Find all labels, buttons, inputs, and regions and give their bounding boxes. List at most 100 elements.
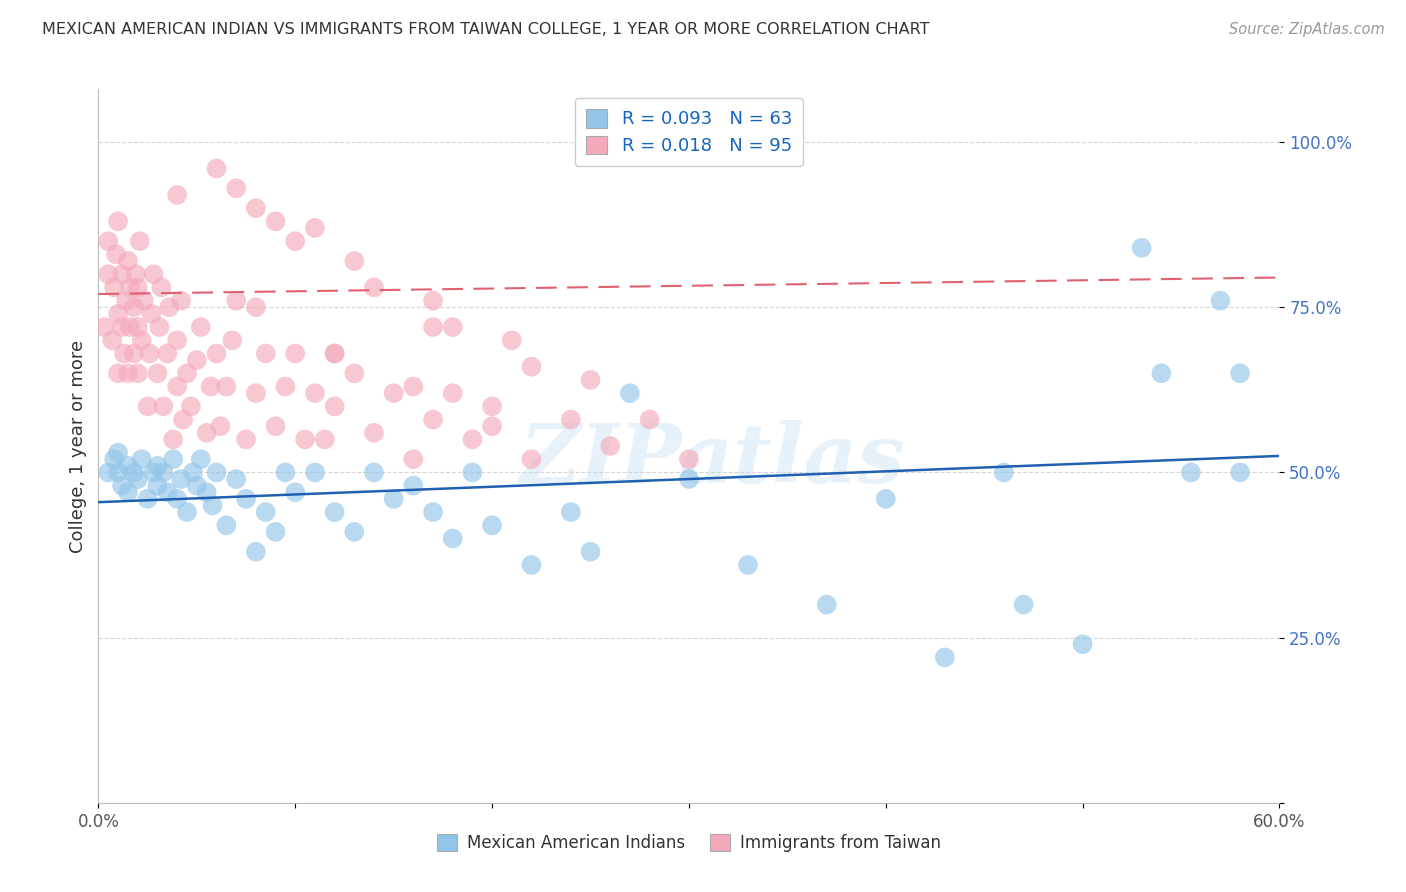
Point [323,346,346,360]
Point [107,466,129,480]
Point [162,433,184,447]
Point [934,650,956,665]
Point [170,293,193,308]
Point [138,346,160,360]
Point [314,433,336,447]
Point [117,367,139,381]
Point [112,346,135,360]
Point [136,400,159,414]
Point [993,466,1015,480]
Point [284,485,307,500]
Point [678,472,700,486]
Point [1180,466,1202,480]
Point [579,545,602,559]
Point [101,333,124,347]
Point [156,485,179,500]
Point [323,400,346,414]
Point [190,452,212,467]
Point [117,458,139,473]
Point [382,386,405,401]
Point [190,320,212,334]
Point [215,379,238,393]
Point [205,466,228,480]
Point [186,478,208,492]
Point [402,478,425,492]
Point [678,452,700,467]
Point [323,346,346,360]
Point [461,466,484,480]
Point [172,412,194,426]
Point [274,379,297,393]
Point [1150,367,1173,381]
Point [481,419,503,434]
Y-axis label: College, 1 year or more: College, 1 year or more [69,340,87,552]
Point [579,373,602,387]
Point [441,532,464,546]
Point [294,433,316,447]
Point [264,214,287,228]
Point [118,280,141,294]
Point [599,439,621,453]
Point [209,419,232,434]
Point [127,472,149,486]
Point [111,478,134,492]
Point [284,234,307,248]
Text: MEXICAN AMERICAN INDIAN VS IMMIGRANTS FROM TAIWAN COLLEGE, 1 YEAR OR MORE CORREL: MEXICAN AMERICAN INDIAN VS IMMIGRANTS FR… [42,22,929,37]
Point [107,307,129,321]
Point [122,300,145,314]
Point [215,518,238,533]
Point [221,333,243,347]
Point [245,300,267,314]
Point [343,524,366,539]
Point [264,524,287,539]
Point [176,505,198,519]
Point [461,433,484,447]
Point [166,188,188,202]
Point [815,598,838,612]
Point [127,320,149,334]
Point [127,367,149,381]
Point [560,505,582,519]
Point [195,425,218,440]
Point [254,505,277,519]
Point [481,400,503,414]
Point [111,267,134,281]
Point [176,367,198,381]
Point [142,267,165,281]
Point [200,379,222,393]
Point [304,386,326,401]
Point [422,320,444,334]
Point [162,452,184,467]
Point [107,445,129,459]
Point [205,161,228,176]
Point [225,472,247,486]
Point [304,221,326,235]
Point [125,267,148,281]
Point [93,320,115,334]
Point [166,379,188,393]
Point [235,491,257,506]
Point [117,485,139,500]
Point [97,234,120,248]
Point [284,346,307,360]
Point [225,293,247,308]
Point [180,400,202,414]
Point [245,545,267,559]
Point [103,280,125,294]
Point [170,472,193,486]
Point [111,320,134,334]
Point [201,499,224,513]
Point [115,293,138,308]
Legend: Mexican American Indians, Immigrants from Taiwan: Mexican American Indians, Immigrants fro… [430,827,948,859]
Text: Source: ZipAtlas.com: Source: ZipAtlas.com [1229,22,1385,37]
Point [520,359,543,374]
Point [1012,598,1035,612]
Point [152,466,174,480]
Point [1130,241,1153,255]
Point [245,386,267,401]
Point [235,433,257,447]
Point [103,452,125,467]
Point [304,466,326,480]
Point [274,466,297,480]
Point [131,333,153,347]
